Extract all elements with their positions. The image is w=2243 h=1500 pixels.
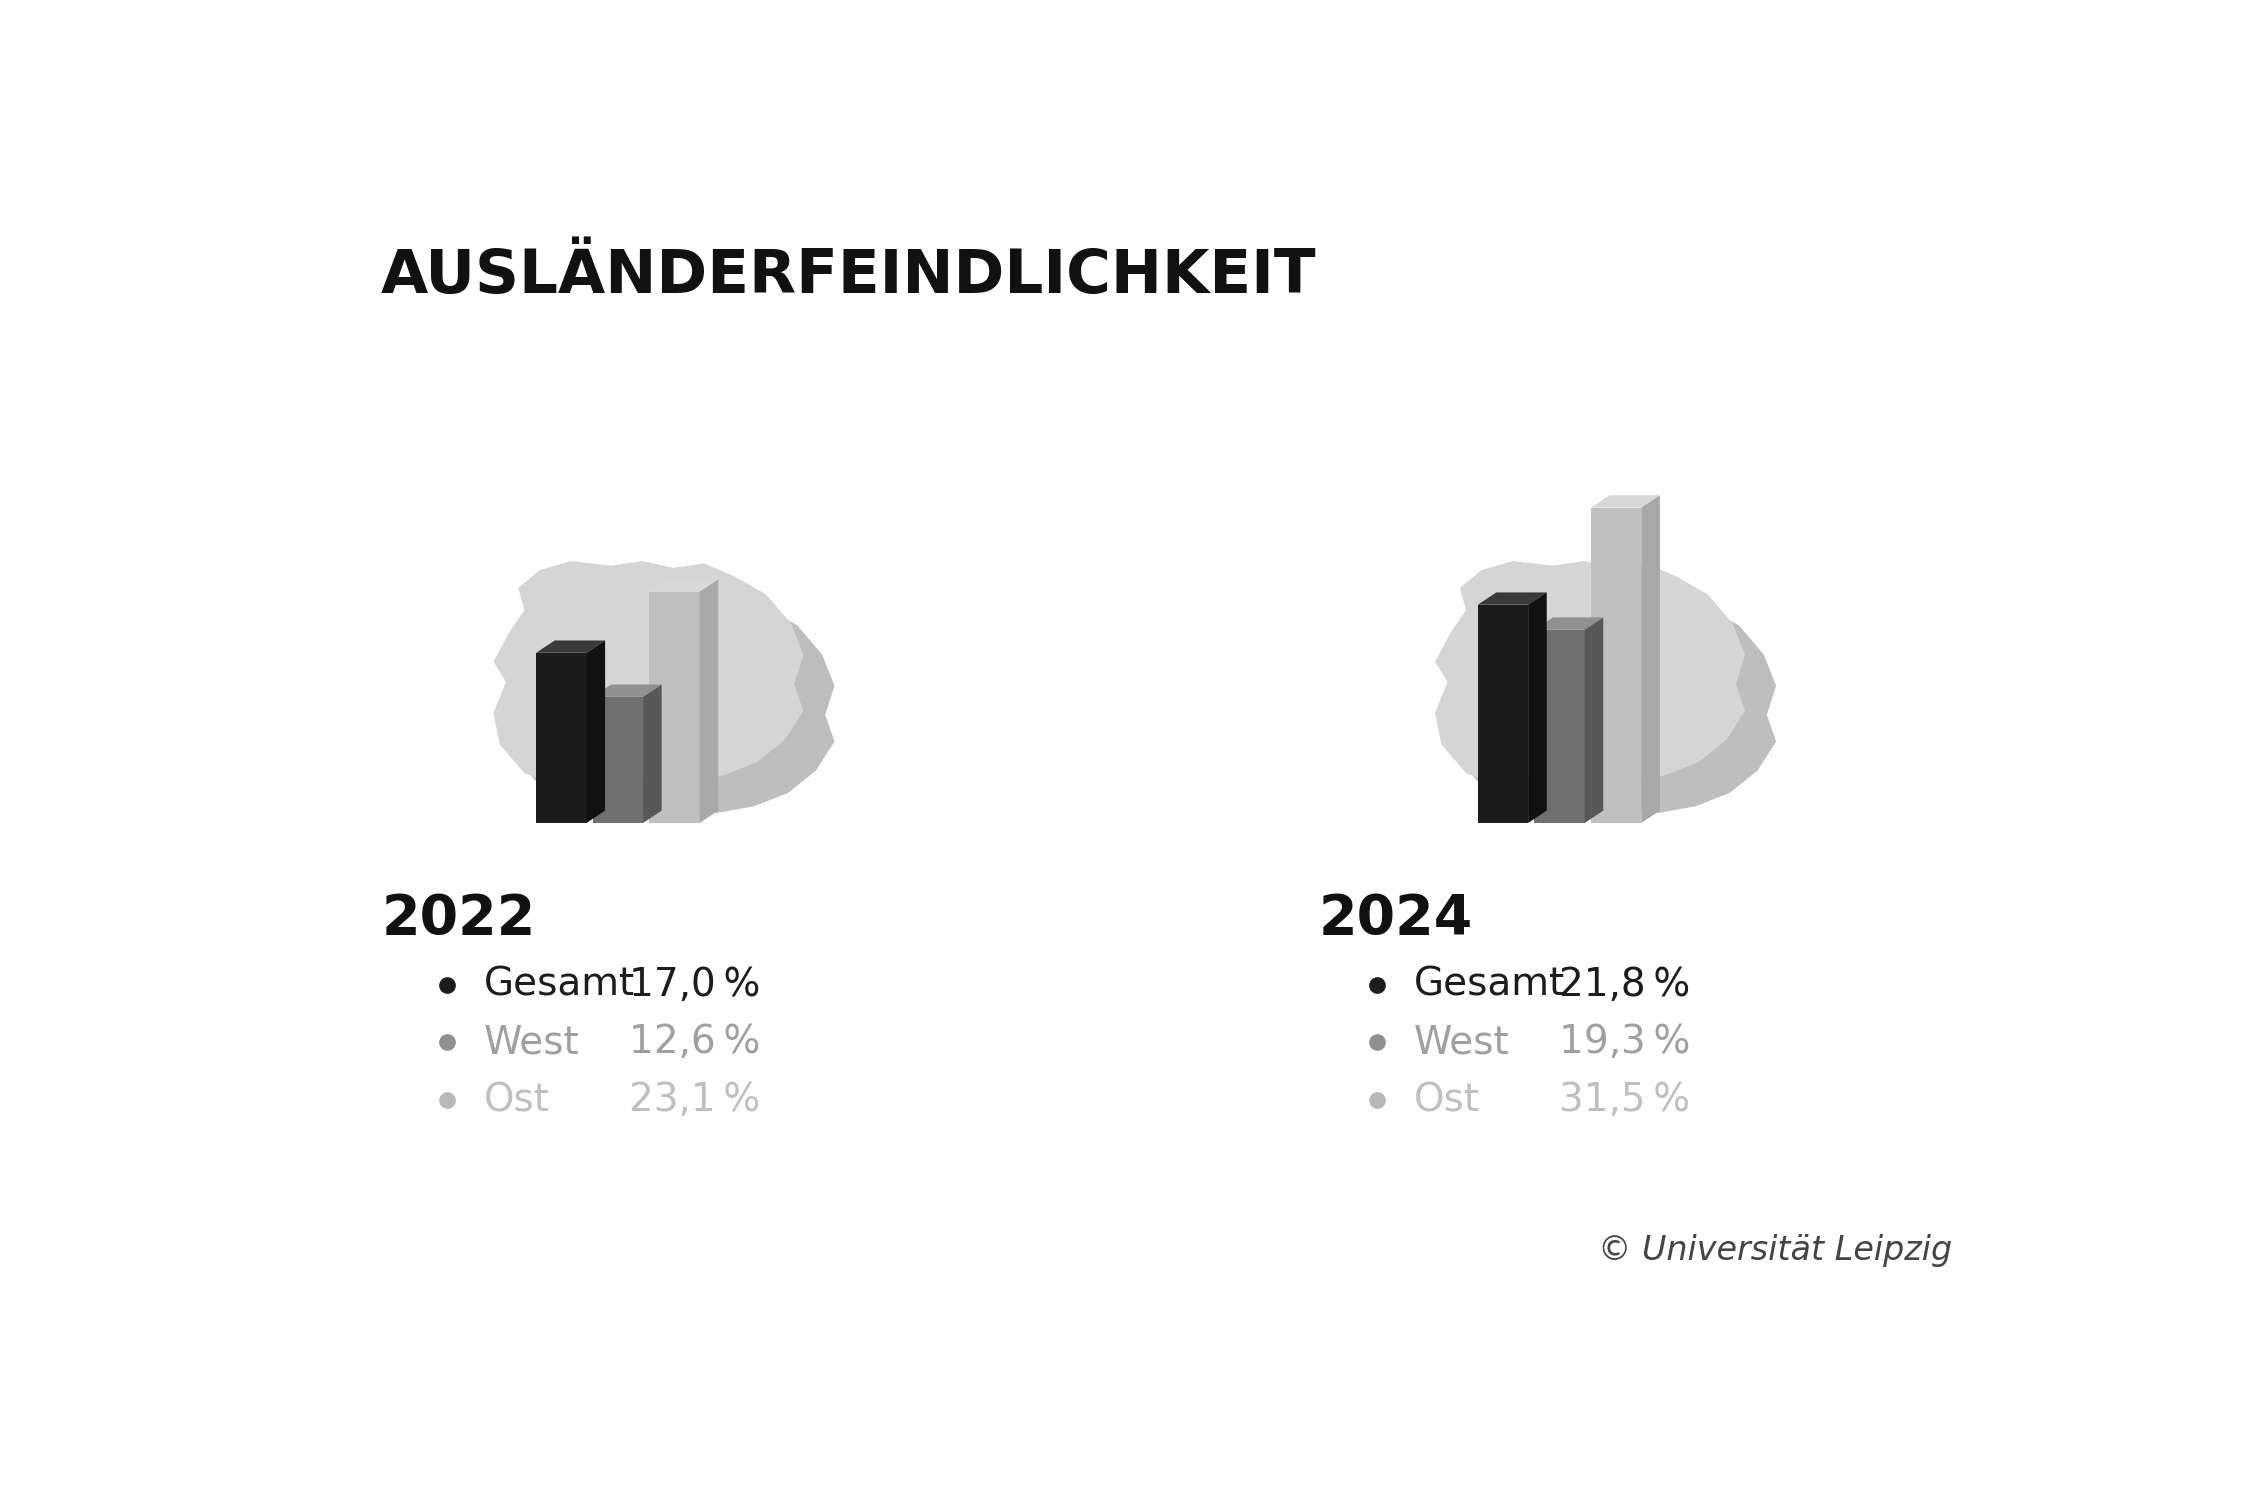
Text: 23,1 %: 23,1 % [628, 1082, 760, 1119]
Polygon shape [1590, 507, 1642, 824]
Polygon shape [648, 591, 700, 824]
Text: 12,6 %: 12,6 % [628, 1023, 760, 1062]
Polygon shape [585, 640, 606, 824]
Polygon shape [1534, 618, 1604, 630]
Polygon shape [536, 652, 585, 824]
Polygon shape [1586, 618, 1604, 824]
Polygon shape [525, 592, 834, 816]
Polygon shape [536, 640, 606, 652]
Text: Ost: Ost [1413, 1082, 1480, 1119]
Polygon shape [592, 684, 662, 698]
Polygon shape [1590, 495, 1660, 507]
Polygon shape [1534, 630, 1586, 824]
Polygon shape [644, 684, 662, 824]
Text: 2022: 2022 [381, 892, 536, 946]
Polygon shape [493, 561, 803, 784]
Polygon shape [1478, 604, 1527, 824]
Text: 21,8 %: 21,8 % [1559, 966, 1691, 1004]
Text: 31,5 %: 31,5 % [1559, 1082, 1691, 1119]
Text: Gesamt: Gesamt [1413, 966, 1566, 1004]
Polygon shape [1527, 592, 1548, 824]
Polygon shape [1467, 592, 1776, 816]
Polygon shape [1642, 495, 1660, 824]
Polygon shape [1436, 561, 1745, 784]
Text: 19,3 %: 19,3 % [1559, 1023, 1691, 1062]
Polygon shape [648, 579, 718, 591]
Text: Gesamt: Gesamt [484, 966, 635, 1004]
Text: © Universität Leipzig: © Universität Leipzig [1597, 1234, 1951, 1268]
Text: West: West [1413, 1023, 1510, 1062]
Polygon shape [592, 698, 644, 824]
Polygon shape [700, 579, 718, 824]
Text: 17,0 %: 17,0 % [628, 966, 760, 1004]
Text: Ost: Ost [484, 1082, 550, 1119]
Text: AUSLÄNDERFEINDLICHKEIT: AUSLÄNDERFEINDLICHKEIT [381, 246, 1317, 306]
Text: 2024: 2024 [1319, 892, 1474, 946]
Text: West: West [484, 1023, 579, 1062]
Polygon shape [1478, 592, 1548, 604]
